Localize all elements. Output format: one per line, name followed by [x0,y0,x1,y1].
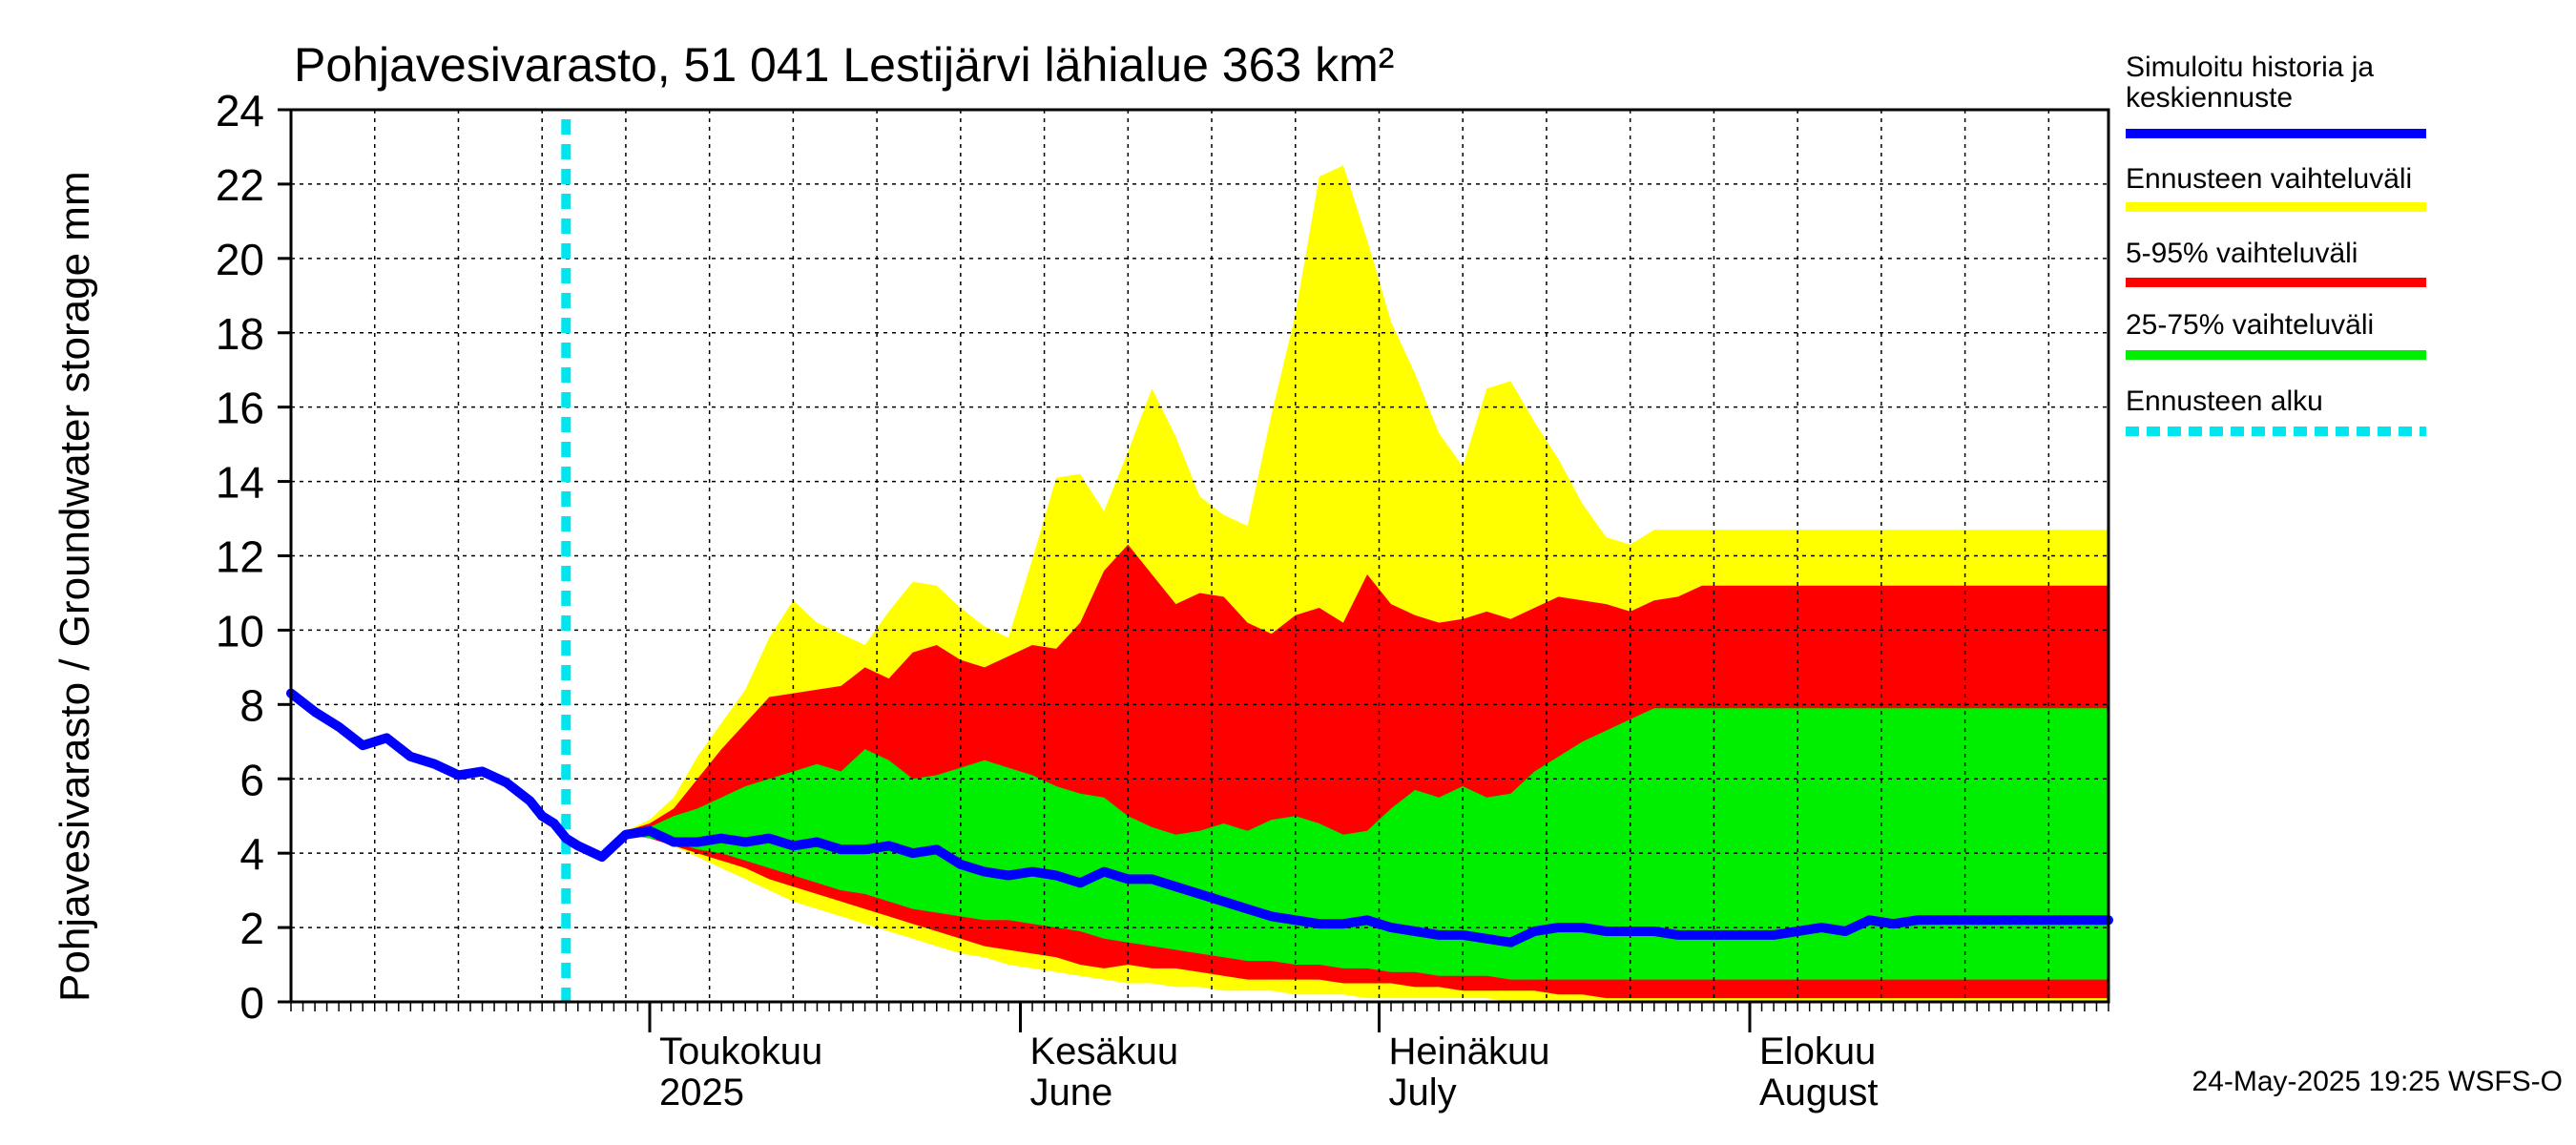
legend-label-4: Ennusteen alku [2126,385,2323,417]
legend-label-0-0: Simuloitu historia ja [2126,52,2374,83]
band-3 [625,708,2109,980]
y-tick-label-4: 8 [239,680,264,730]
y-tick-label-2: 4 [239,829,264,879]
y-tick-label-6: 12 [216,532,264,582]
x-month-label-fi-2: Heinäkuu [1388,1030,1549,1072]
x-month-label-en-1: June [1030,1072,1113,1114]
y-tick-label-10: 20 [216,235,264,284]
forecast-bands [625,165,2109,1002]
chart-title: Pohjavesivarasto, 51 041 Lestijärvi lähi… [294,38,1394,92]
legend-label-3: 25-75% vaihteluväli [2126,309,2374,341]
y-tick-label-11: 22 [216,160,264,210]
x-month-label-en-2: July [1388,1072,1456,1114]
legend-label-0-1: keskiennuste [2126,82,2293,114]
x-month-label-en-0: 2025 [659,1072,744,1114]
y-tick-label-0: 0 [239,978,264,1028]
y-tick-label-7: 14 [216,458,264,508]
median-series-line [286,688,2113,947]
x-month-label-fi-1: Kesäkuu [1030,1030,1179,1072]
x-month-label-fi-0: Toukokuu [659,1030,822,1072]
y-axis-label: Pohjavesivarasto / Groundwater storage m… [52,171,98,1002]
chart-grid [291,110,2109,1002]
y-tick-label-8: 16 [216,384,264,433]
y-tick-label-3: 6 [239,755,264,804]
x-month-label-en-3: August [1759,1072,1879,1114]
y-tick-label-5: 10 [216,606,264,656]
median-line [286,688,2113,947]
y-tick-label-12: 24 [216,86,264,135]
footer-timestamp: 24-May-2025 19:25 WSFS-O [2192,1066,2564,1097]
y-tick-label-9: 18 [216,309,264,359]
legend-label-1: Ennusteen vaihteluväli [2126,163,2412,195]
legend-label-2: 5-95% vaihteluväli [2126,238,2358,269]
y-tick-label-1: 2 [239,904,264,953]
x-month-label-fi-3: Elokuu [1759,1030,1876,1072]
